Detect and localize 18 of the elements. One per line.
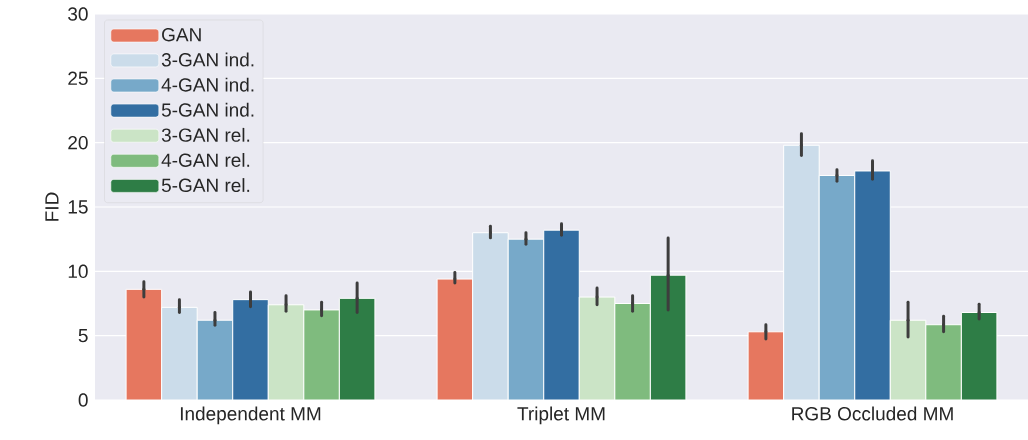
- x-tick-label: RGB Occluded MM: [792, 406, 953, 421]
- y-axis-title: FID: [45, 192, 59, 221]
- y-tick-label: 15: [68, 200, 88, 214]
- x-tick-label: Triplet MM: [517, 406, 605, 425]
- y-tick-label: 0: [78, 393, 88, 407]
- legend-label: GAN: [162, 27, 201, 42]
- y-tick-label: 5: [78, 329, 88, 343]
- y-tick-label: 20: [68, 135, 88, 150]
- legend-label: 4-GAN ind.: [161, 77, 254, 92]
- y-tick-label: 10: [68, 264, 88, 279]
- legend-label: 5-GAN ind.: [161, 102, 254, 117]
- legend-label: 5-GAN rel.: [161, 178, 250, 193]
- y-tick-label: 30: [68, 7, 88, 21]
- legend-label: 4-GAN rel.: [161, 152, 250, 167]
- legend-label: 3-GAN ind.: [161, 52, 254, 67]
- legend-label: 3-GAN rel.: [161, 127, 250, 142]
- y-tick-label: 25: [68, 71, 88, 86]
- x-tick-label: Independent MM: [180, 406, 321, 425]
